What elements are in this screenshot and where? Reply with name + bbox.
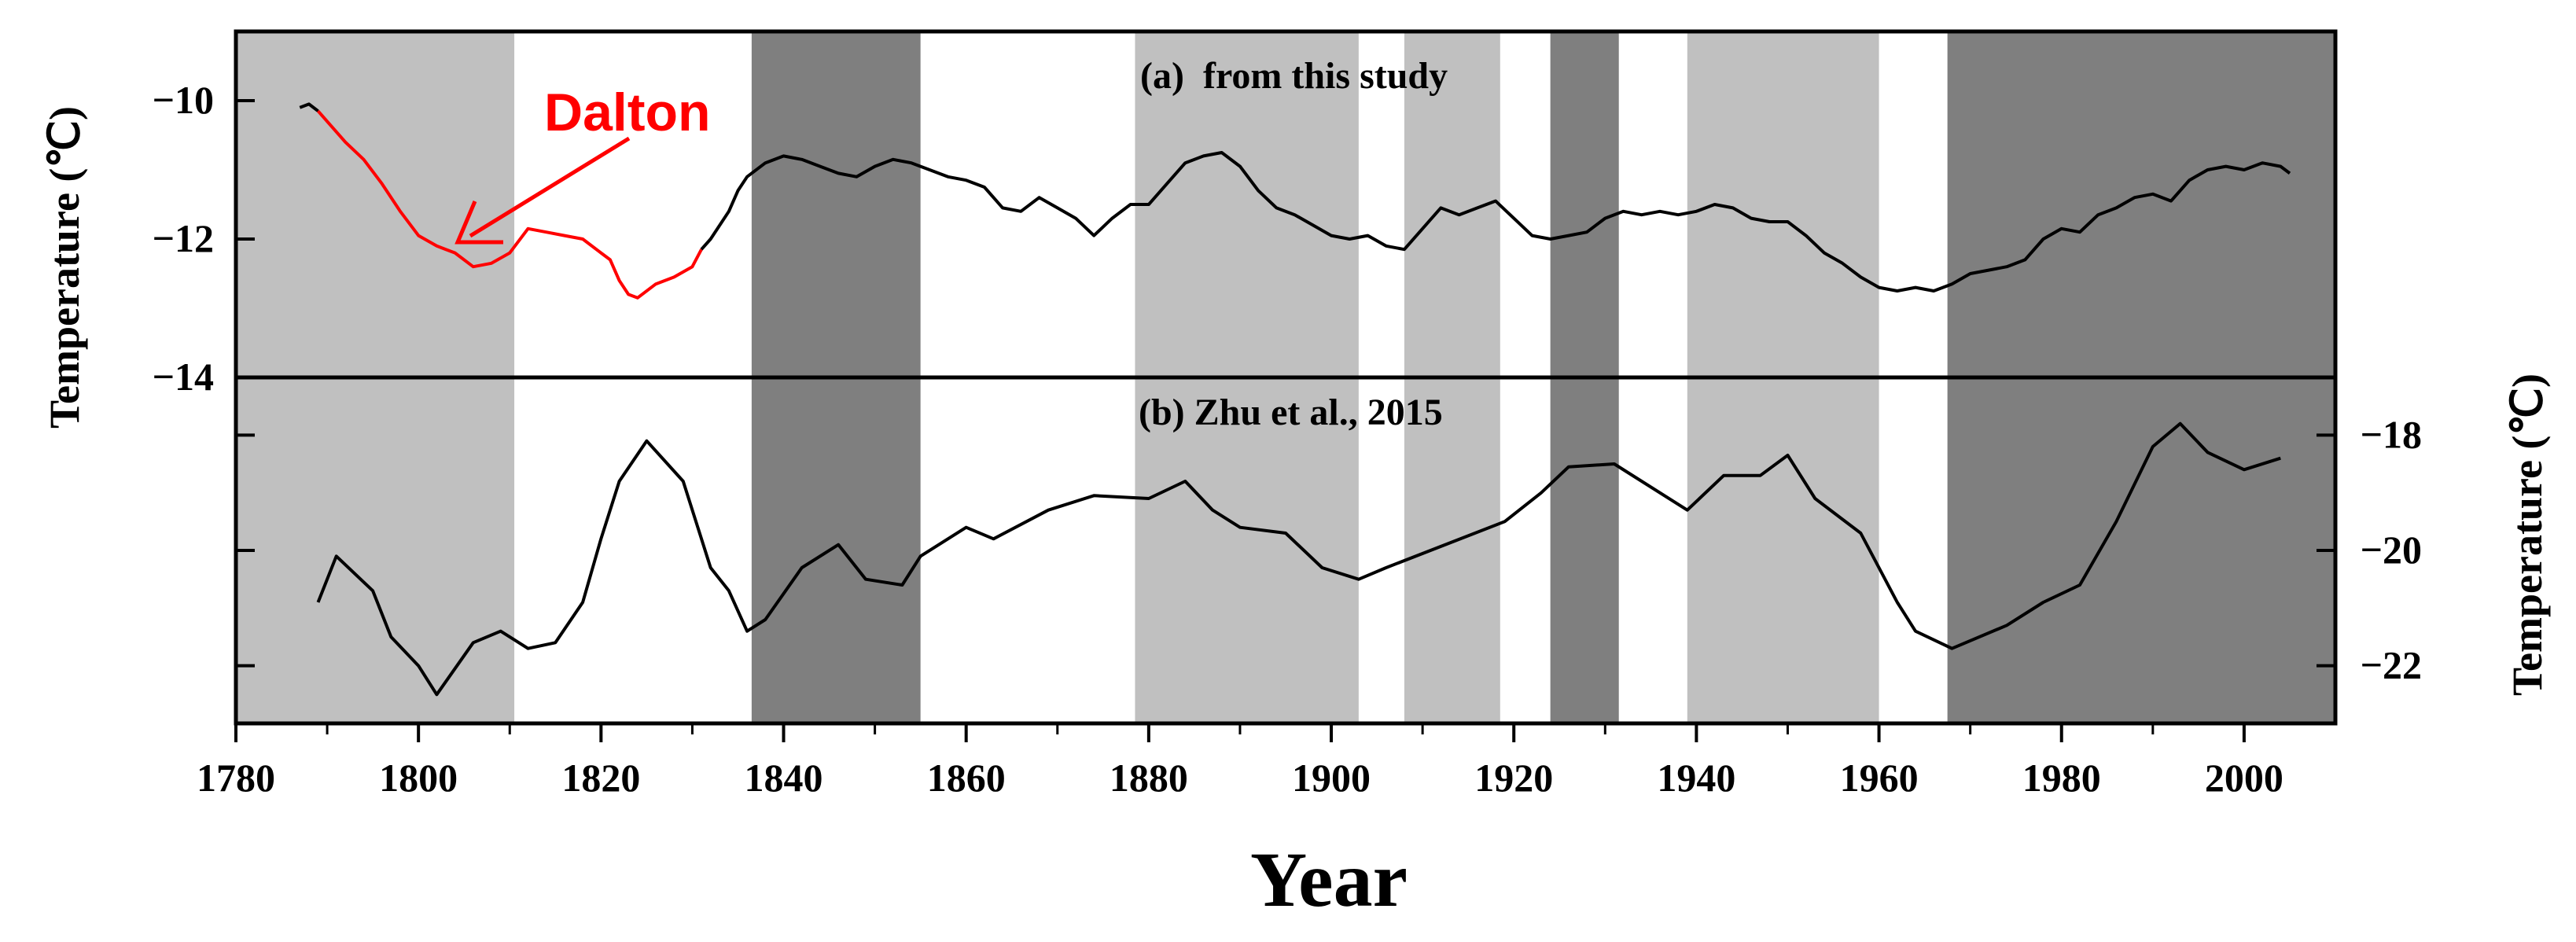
x-tick-label: 1980 — [2022, 756, 2101, 800]
x-tick-label: 2000 — [2205, 756, 2283, 800]
x-axis: 1780 1800 1820 1840 1860 1880 1900 1920 1940 1960… — [197, 723, 2283, 800]
panel-a-label: (a) from this study — [1140, 55, 1448, 97]
panel-b-ylabel: Temperature (℃) — [2504, 373, 2551, 696]
x-tick-label: 1820 — [561, 756, 640, 800]
series-line-a-dalton — [316, 109, 703, 300]
x-tick-label: 1840 — [745, 756, 823, 800]
x-tick-label: 1940 — [1657, 756, 1735, 800]
series-line-b — [316, 421, 2281, 697]
panel-a-ylabel: Temperature (℃) — [41, 106, 88, 429]
series-line-a — [700, 151, 2291, 293]
y-axis-panel-a: −10 −12 −14 — [153, 78, 255, 399]
y-tick-label: −18 — [2361, 412, 2423, 456]
y-tick-label: −14 — [153, 355, 215, 399]
x-tick-label: 1800 — [379, 756, 458, 800]
series-line-a-start — [299, 102, 319, 112]
y-tick-label: −20 — [2361, 528, 2423, 572]
series-lines — [299, 102, 2291, 697]
x-tick-label: 1880 — [1110, 756, 1188, 800]
y-axis-panel-b: −18 −20 −22 — [236, 412, 2423, 687]
y-tick-label: −12 — [153, 216, 215, 260]
x-tick-label: 1900 — [1292, 756, 1371, 800]
panel-b-label: (b) Zhu et al., 2015 — [1139, 392, 1443, 433]
x-tick-label: 1920 — [1474, 756, 1553, 800]
x-tick-label: 1860 — [927, 756, 1006, 800]
y-tick-label: −10 — [153, 78, 215, 122]
x-tick-label: 1960 — [1840, 756, 1919, 800]
dalton-arrow — [469, 136, 631, 238]
dalton-arrowhead — [454, 201, 503, 245]
dalton-annotation: Dalton — [454, 83, 711, 245]
y-tick-label: −22 — [2361, 643, 2423, 687]
dalton-label: Dalton — [544, 83, 711, 142]
x-axis-title: Year — [1250, 836, 1408, 923]
x-tick-label: 1780 — [197, 756, 275, 800]
